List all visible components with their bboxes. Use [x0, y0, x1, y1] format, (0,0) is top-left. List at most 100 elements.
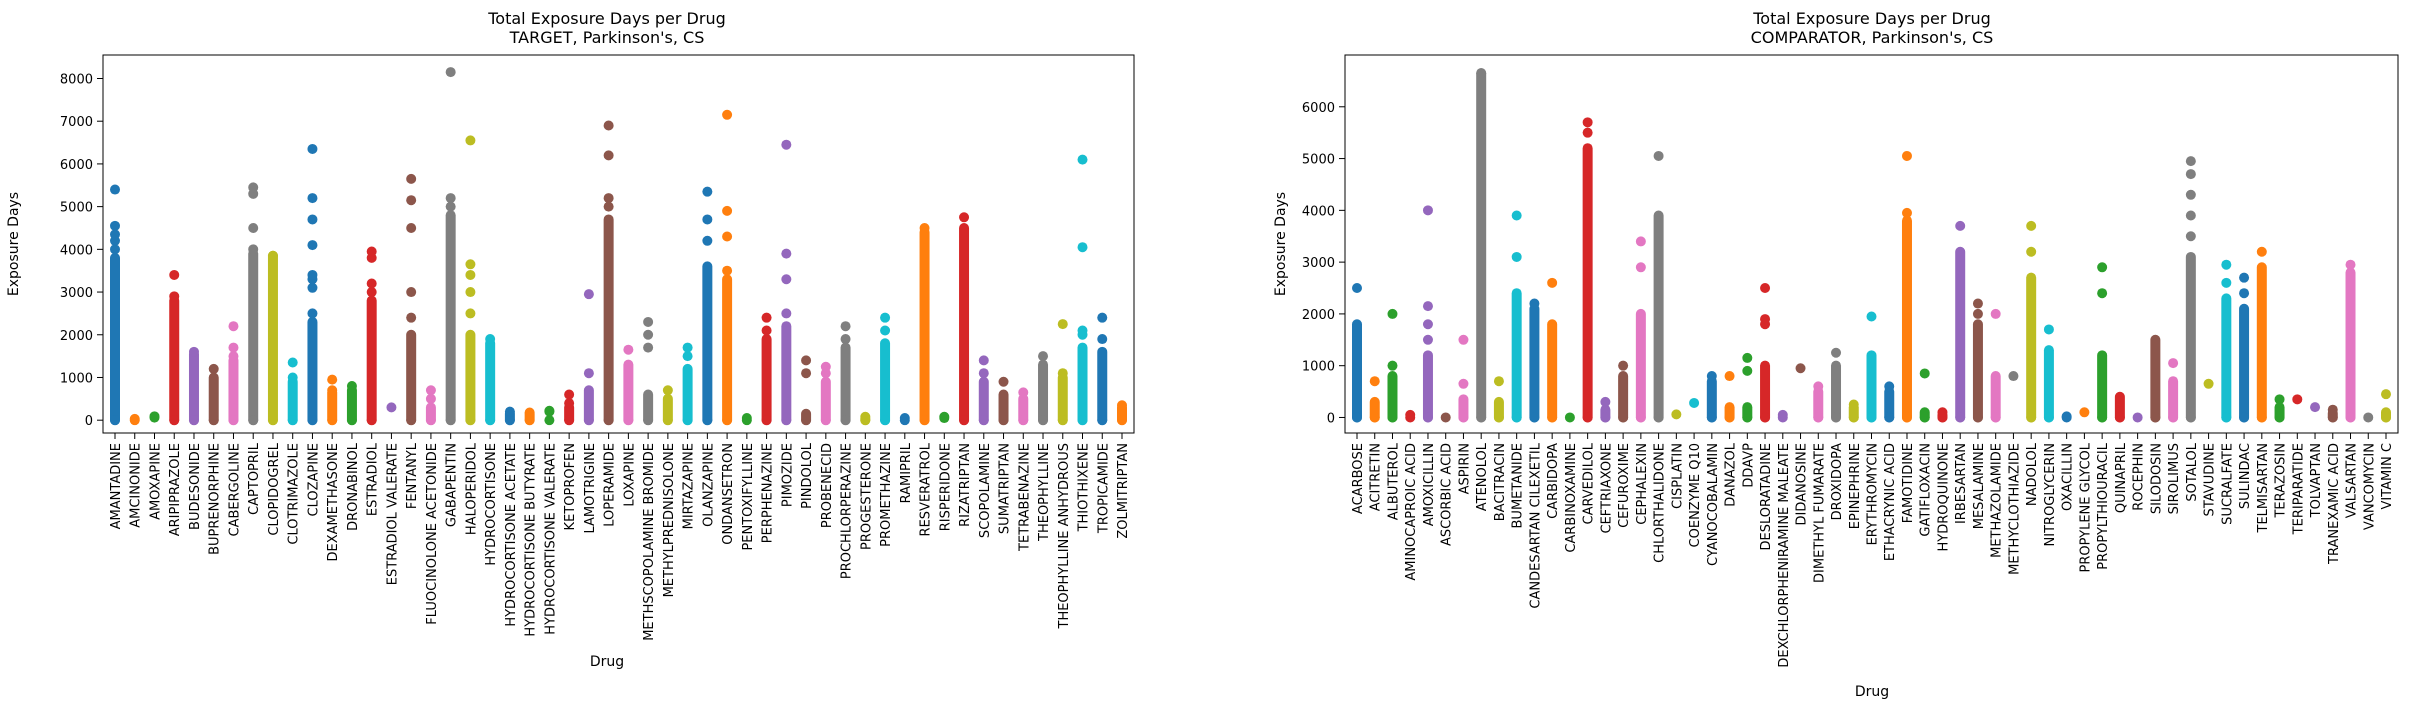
data-point — [2327, 404, 2338, 415]
x-tick-label: FENTANYL — [405, 442, 420, 509]
data-point — [524, 407, 535, 418]
x-tick-label: DEXAMETHASONE — [326, 443, 341, 562]
data-point — [2185, 169, 2196, 180]
data-point — [1476, 412, 1487, 423]
y-tick-label: 7000 — [60, 115, 93, 130]
data-point — [2185, 231, 2196, 242]
data-point — [1760, 412, 1771, 423]
data-point — [1901, 412, 1912, 423]
data-point — [425, 393, 436, 404]
x-tick-label: CYANOCOBALAMIN — [1706, 443, 1721, 566]
data-point — [1848, 399, 1859, 410]
x-tick-label: LOXAPINE — [622, 443, 637, 507]
data-point — [1405, 409, 1416, 420]
x-tick-label: PROGESTERONE — [859, 443, 874, 550]
x-axis-label: Drug — [590, 654, 624, 670]
data-point — [583, 415, 594, 426]
x-tick-label: PROMETHAZINE — [879, 443, 894, 547]
x-tick-label: RAMIPRIL — [899, 442, 914, 503]
x-tick-label: CEFUROXIME — [1617, 443, 1632, 528]
data-point — [2221, 412, 2232, 423]
x-tick-label: PINDOLOL — [800, 442, 815, 509]
data-point — [248, 182, 259, 193]
data-point — [307, 143, 318, 154]
data-point — [722, 205, 733, 216]
x-tick-label: AMOXAPINE — [148, 443, 163, 520]
x-tick-label: ALBUTEROL — [1386, 442, 1401, 520]
x-tick-label: CANDESARTAN CILEXETIL — [1528, 442, 1543, 608]
x-tick-label: DIDANOSINE — [1795, 443, 1810, 526]
x-tick-label: SUCRALFATE — [2220, 443, 2235, 525]
x-tick-label: TRANEXAMIC ACID — [2327, 443, 2342, 565]
data-point — [761, 415, 772, 426]
x-tick-label: DESLORATADINE — [1759, 443, 1774, 551]
data-point — [425, 385, 436, 396]
data-point — [1387, 308, 1398, 319]
data-point — [406, 287, 417, 298]
data-point — [307, 415, 318, 426]
x-tick-label: ESTRADIOL VALERATE — [385, 443, 400, 585]
data-point — [228, 415, 239, 426]
data-point — [1097, 312, 1108, 323]
x-tick-label: CLOTRIMAZOLE — [287, 443, 302, 545]
data-point — [1493, 376, 1504, 387]
point-cluster — [1635, 308, 1646, 423]
data-point — [287, 357, 298, 368]
data-point — [208, 363, 219, 374]
y-tick-label: 3000 — [60, 286, 93, 301]
data-point — [2274, 412, 2285, 423]
point-cluster — [603, 214, 614, 426]
point-cluster — [1387, 371, 1398, 423]
data-point — [722, 415, 733, 426]
point-cluster — [2150, 334, 2161, 423]
data-point — [840, 415, 851, 426]
data-point — [1635, 412, 1646, 423]
data-point — [1077, 415, 1088, 426]
data-point — [1653, 412, 1664, 423]
x-tick-label: ASCORBIC ACID — [1440, 443, 1455, 546]
data-point — [801, 368, 812, 379]
data-point — [1352, 412, 1362, 423]
data-point — [2026, 220, 2037, 231]
point-cluster — [1901, 215, 1912, 423]
data-point — [445, 193, 456, 204]
data-point — [1884, 381, 1895, 392]
y-tick-label: 6000 — [1302, 101, 1335, 116]
x-tick-label: SILODOSIN — [2149, 443, 2164, 514]
data-point — [149, 411, 160, 422]
x-tick-label: EPINEPHRINE — [1848, 443, 1863, 529]
point-cluster — [1618, 371, 1629, 423]
x-tick-label: CARBINOXAMINE — [1564, 443, 1579, 553]
x-tick-label: SOTALOL — [2185, 442, 2200, 501]
chart-target: Total Exposure Days per Drug TARGET, Par… — [6, 9, 1135, 670]
x-tick-label: ONDANSETRON — [721, 443, 736, 545]
point-cluster — [1529, 303, 1540, 423]
data-point — [228, 342, 239, 353]
data-point — [386, 402, 397, 413]
x-tick-label: AMINOCAPROIC ACID — [1404, 443, 1419, 581]
x-tick-label: KETOPROFEN — [563, 443, 578, 530]
data-point — [1018, 415, 1029, 426]
data-point — [465, 135, 476, 146]
point-cluster — [346, 385, 357, 426]
data-point — [1671, 409, 1682, 420]
data-point — [1724, 371, 1735, 382]
chart-title: Total Exposure Days per Drug — [487, 9, 725, 28]
data-point — [1777, 409, 1788, 420]
data-point — [248, 244, 259, 255]
data-point — [2026, 246, 2037, 257]
data-point — [978, 368, 989, 379]
data-point — [346, 415, 357, 426]
data-point — [307, 308, 318, 319]
data-point — [465, 287, 476, 298]
y-tick-label: 1000 — [60, 371, 93, 386]
point-cluster — [2026, 272, 2037, 423]
data-point — [327, 374, 338, 385]
data-point — [643, 415, 654, 426]
data-point — [702, 214, 713, 225]
point-cluster — [169, 295, 180, 426]
data-point — [2310, 402, 2321, 413]
data-point — [2203, 378, 2214, 389]
point-cluster — [2221, 293, 2232, 423]
data-point — [1440, 412, 1451, 423]
